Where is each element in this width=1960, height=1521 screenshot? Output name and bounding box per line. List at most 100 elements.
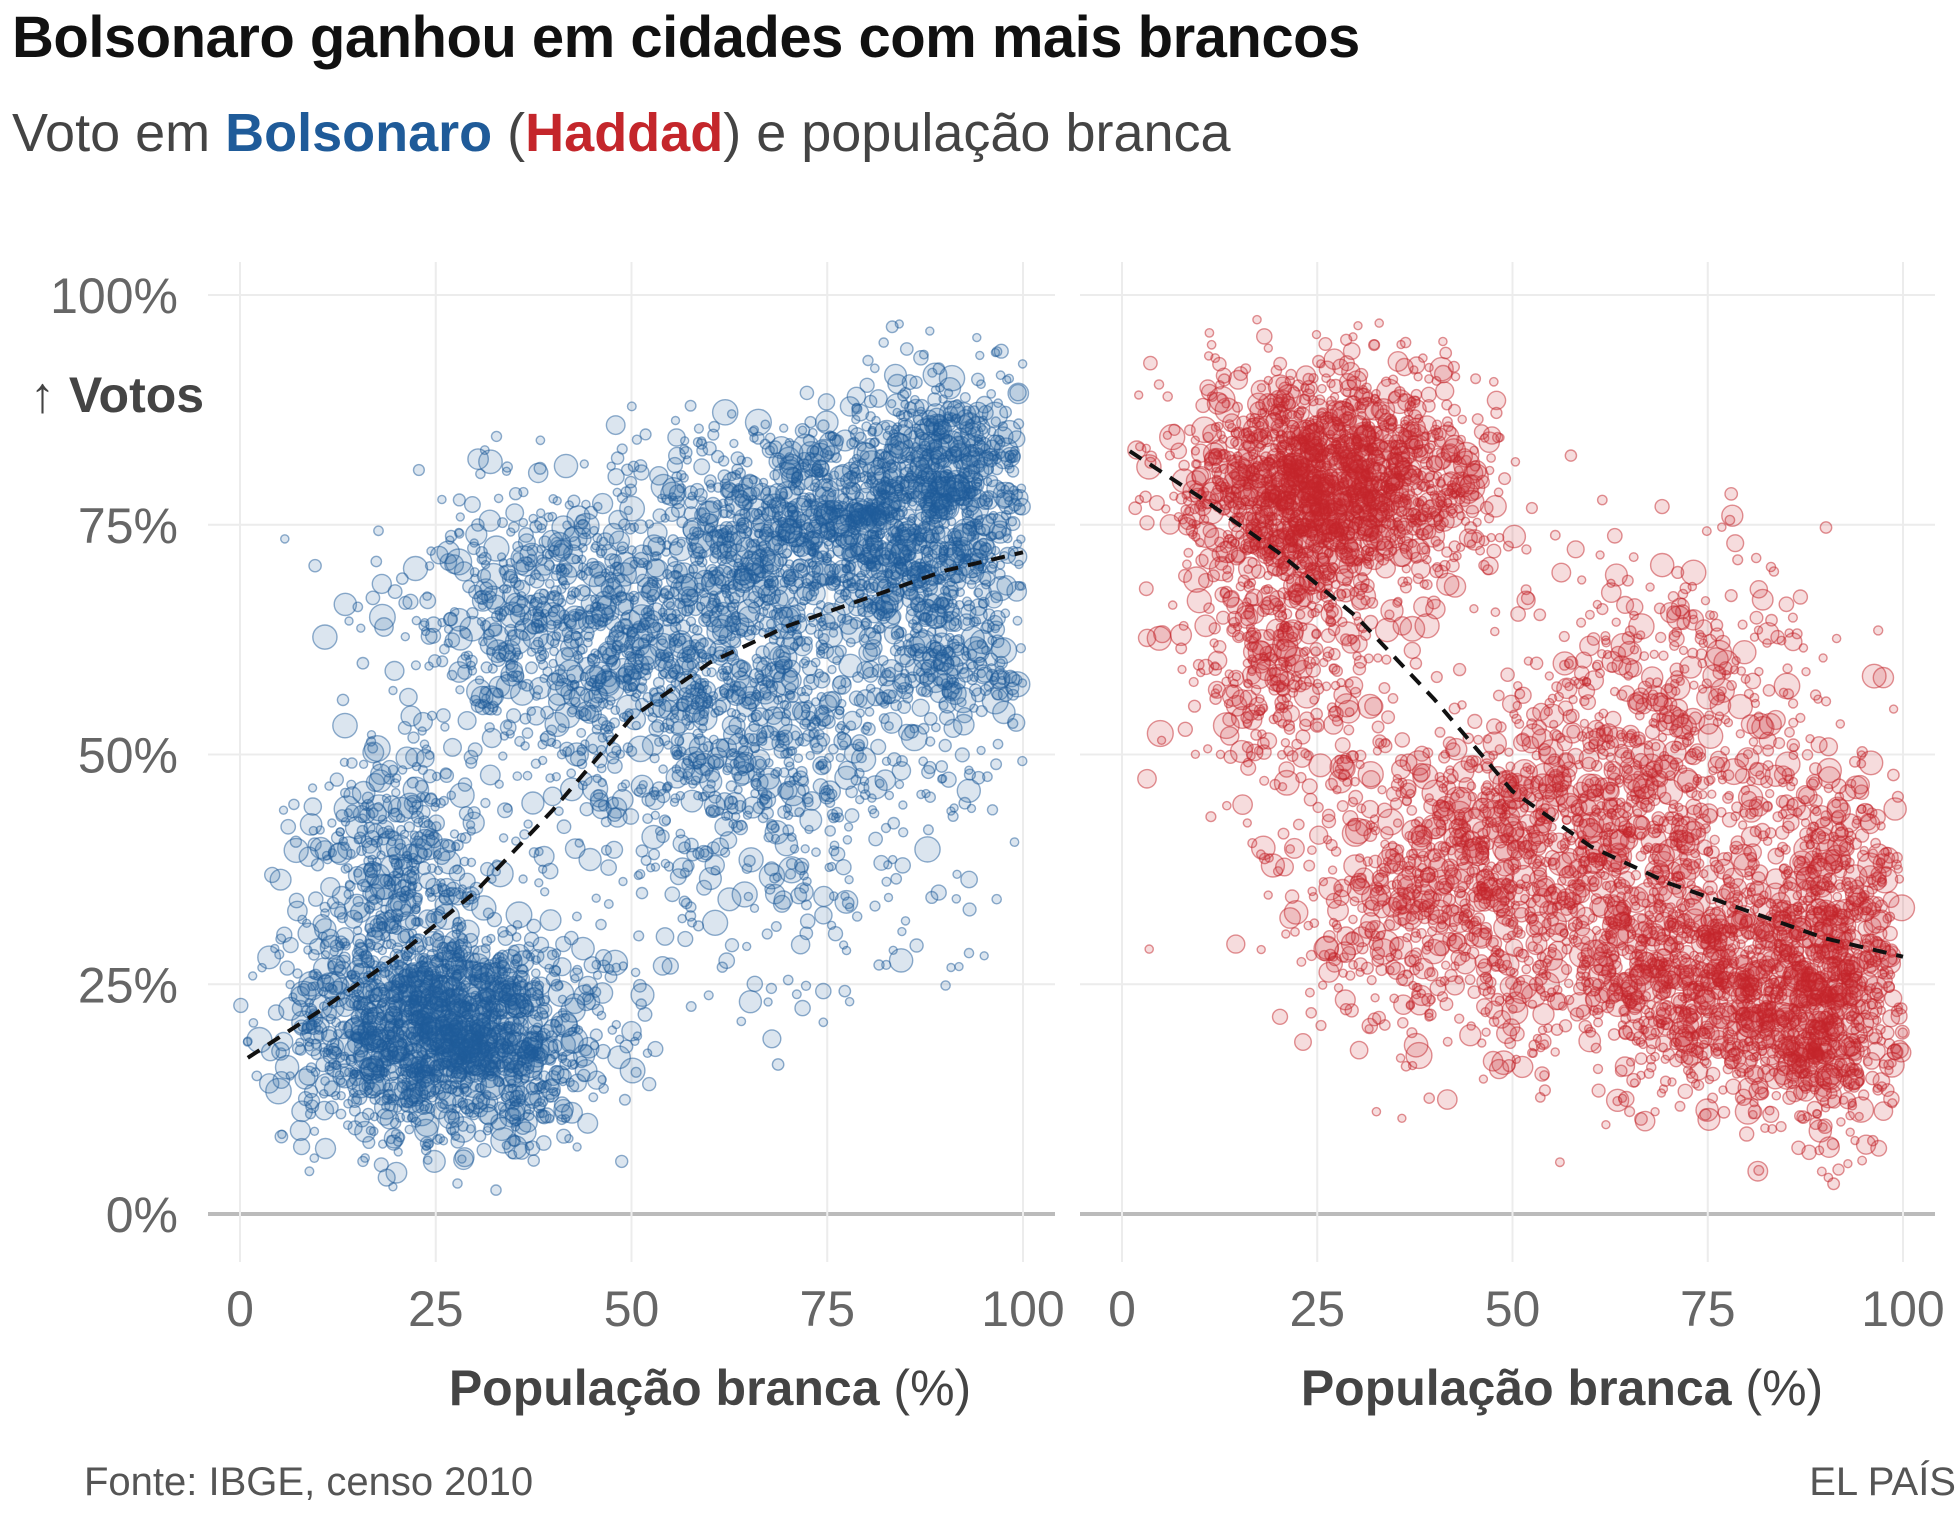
data-point bbox=[398, 968, 413, 983]
data-point bbox=[805, 529, 825, 548]
y-tick-label: 75% bbox=[78, 498, 178, 554]
data-point bbox=[545, 773, 555, 783]
data-point bbox=[415, 1097, 433, 1116]
data-point bbox=[320, 939, 330, 950]
data-point bbox=[862, 354, 874, 367]
data-point bbox=[401, 1077, 412, 1088]
data-point bbox=[333, 592, 358, 617]
data-point bbox=[895, 410, 906, 421]
data-point bbox=[265, 1077, 292, 1105]
data-point bbox=[247, 971, 258, 981]
data-point bbox=[486, 911, 503, 928]
data-point bbox=[1002, 375, 1012, 385]
data-point bbox=[1017, 755, 1028, 767]
data-point bbox=[665, 601, 676, 611]
data-point bbox=[551, 1087, 561, 1097]
data-point bbox=[536, 508, 546, 518]
subtitle-open-paren: ( bbox=[492, 103, 526, 163]
data-point bbox=[517, 680, 528, 690]
data-point bbox=[577, 518, 589, 530]
data-point bbox=[521, 727, 534, 739]
data-point bbox=[444, 986, 455, 997]
data-point bbox=[365, 955, 380, 969]
data-point bbox=[579, 1043, 593, 1057]
data-point bbox=[483, 959, 495, 970]
data-point bbox=[729, 438, 739, 449]
data-point bbox=[763, 578, 777, 591]
data-point bbox=[419, 1136, 434, 1151]
data-point bbox=[595, 1043, 611, 1060]
data-point bbox=[387, 796, 414, 823]
data-point bbox=[604, 724, 614, 735]
data-point bbox=[938, 364, 966, 392]
data-point bbox=[331, 1017, 342, 1028]
data-point bbox=[612, 487, 622, 497]
data-point bbox=[538, 1070, 551, 1083]
data-point bbox=[402, 1049, 426, 1073]
x-tick-label-left: 25 bbox=[408, 1281, 464, 1337]
data-point bbox=[309, 1153, 320, 1164]
chart-title: Bolsonaro ganhou em cidades com mais bra… bbox=[12, 5, 1360, 70]
data-point bbox=[303, 797, 323, 816]
data-point bbox=[849, 427, 865, 442]
data-point bbox=[436, 655, 449, 668]
data-point bbox=[630, 967, 641, 978]
data-point bbox=[828, 628, 839, 638]
data-point bbox=[479, 990, 492, 1002]
data-point bbox=[1015, 643, 1027, 654]
data-point bbox=[788, 596, 799, 608]
data-point bbox=[834, 644, 847, 658]
points-left bbox=[233, 319, 1031, 1196]
data-point bbox=[291, 999, 309, 1017]
data-point bbox=[780, 534, 790, 545]
data-point bbox=[887, 433, 914, 460]
data-point bbox=[659, 612, 669, 622]
data-point bbox=[416, 847, 429, 860]
data-point bbox=[965, 497, 990, 521]
data-point bbox=[556, 819, 572, 835]
data-point bbox=[390, 857, 400, 868]
chart-subtitle: Voto em Bolsonaro (Haddad) e população b… bbox=[12, 102, 1231, 164]
data-point bbox=[508, 521, 520, 534]
data-point bbox=[444, 529, 458, 543]
data-point bbox=[693, 423, 705, 434]
x-tick-label-left: 50 bbox=[604, 1281, 660, 1337]
data-point bbox=[500, 1022, 513, 1036]
data-point bbox=[608, 530, 631, 552]
data-point bbox=[815, 646, 826, 656]
data-point bbox=[975, 350, 985, 361]
data-point bbox=[426, 831, 443, 849]
x-tick-label-left: 100 bbox=[981, 1281, 1064, 1337]
data-point bbox=[601, 647, 620, 665]
data-point bbox=[591, 893, 601, 903]
data-point bbox=[498, 641, 508, 652]
data-point bbox=[307, 837, 322, 852]
data-point bbox=[443, 624, 454, 634]
data-point bbox=[493, 493, 504, 504]
data-point bbox=[793, 485, 804, 496]
data-point bbox=[567, 705, 578, 715]
data-point bbox=[787, 577, 797, 587]
data-point bbox=[392, 866, 404, 879]
data-point bbox=[825, 521, 836, 533]
data-point bbox=[527, 1154, 541, 1167]
data-point bbox=[522, 770, 533, 781]
data-point bbox=[827, 430, 838, 441]
data-point bbox=[304, 1041, 315, 1052]
data-point bbox=[743, 629, 756, 641]
data-point bbox=[624, 483, 638, 497]
data-point bbox=[501, 983, 512, 994]
data-point bbox=[455, 919, 480, 944]
data-point bbox=[396, 887, 407, 898]
data-point bbox=[616, 443, 628, 455]
data-point bbox=[845, 637, 856, 648]
data-point bbox=[824, 825, 837, 837]
data-point bbox=[479, 445, 490, 456]
data-point bbox=[324, 781, 334, 791]
data-point bbox=[575, 1055, 588, 1069]
data-point bbox=[304, 1166, 315, 1177]
data-point bbox=[856, 440, 867, 452]
data-point bbox=[614, 585, 626, 597]
data-point bbox=[723, 565, 733, 576]
